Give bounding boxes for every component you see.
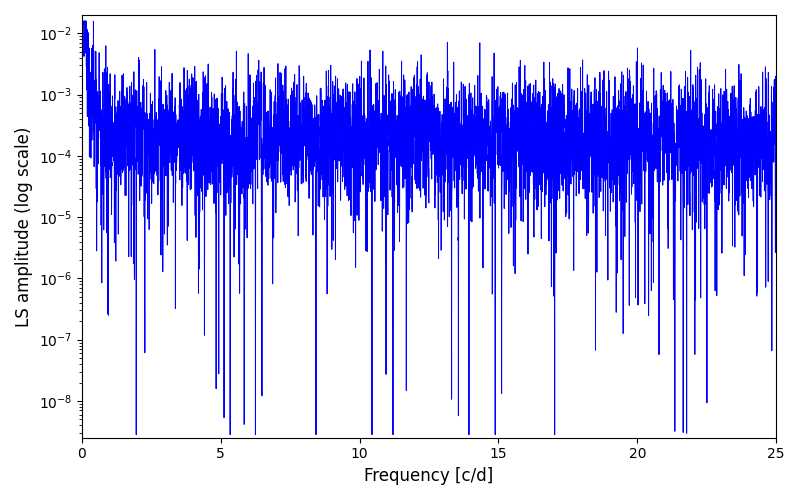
X-axis label: Frequency [c/d]: Frequency [c/d]	[364, 467, 494, 485]
Y-axis label: LS amplitude (log scale): LS amplitude (log scale)	[15, 126, 33, 326]
